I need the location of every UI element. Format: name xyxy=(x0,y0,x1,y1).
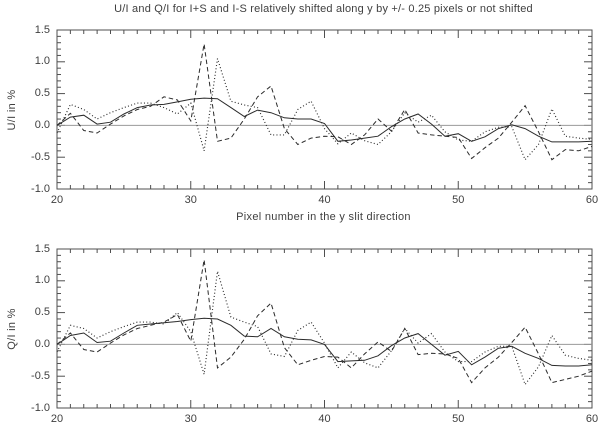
y-tick-label: 0.5 xyxy=(34,306,50,319)
chart-title: U/I and Q/I for I+S and I-S relatively s… xyxy=(114,3,533,15)
x-tick-label: 30 xyxy=(184,413,197,425)
x-tick-label: 40 xyxy=(318,194,331,206)
y-tick-label: 0.0 xyxy=(34,337,50,350)
x-tick-label: 40 xyxy=(318,413,331,425)
x-tick-label: 60 xyxy=(585,194,599,206)
curve-solid xyxy=(56,317,593,367)
y-tick-label: -1.0 xyxy=(31,401,50,414)
curve-dotted xyxy=(56,271,593,386)
curve-dashed xyxy=(56,259,593,384)
y-tick-label: 1.0 xyxy=(34,55,50,68)
x-axis-title: Pixel number in the y slit direction xyxy=(236,211,411,223)
y-tick-label: 0.5 xyxy=(34,87,50,100)
x-tick-label: 20 xyxy=(50,194,64,206)
y-tick-label: 1.5 xyxy=(34,23,50,36)
x-tick-label: 30 xyxy=(184,194,197,206)
curve-solid xyxy=(56,97,593,143)
curve-dotted xyxy=(56,58,593,161)
y-tick-label: -0.5 xyxy=(31,150,50,163)
y-tick-label: 1.0 xyxy=(34,274,50,287)
x-tick-label: 50 xyxy=(452,194,465,206)
x-tick-label: 50 xyxy=(452,413,465,425)
y-tick-label: 1.5 xyxy=(34,242,50,255)
curve-dashed xyxy=(56,43,593,161)
x-tick-label: 60 xyxy=(585,413,599,425)
y-tick-label: -0.5 xyxy=(31,369,50,382)
y-tick-label: -1.0 xyxy=(31,182,50,195)
x-tick-label: 20 xyxy=(50,413,64,425)
y-tick-label: 0.0 xyxy=(34,118,50,131)
